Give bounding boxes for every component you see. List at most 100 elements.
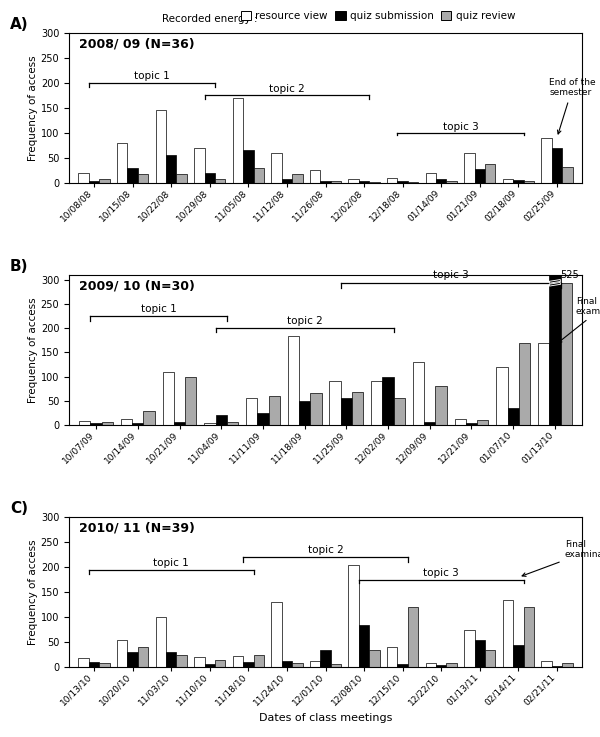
Bar bbox=[99, 178, 110, 183]
Bar bbox=[91, 423, 102, 425]
Bar bbox=[541, 661, 552, 667]
Bar bbox=[163, 371, 174, 425]
Bar bbox=[233, 98, 243, 183]
Bar bbox=[519, 343, 530, 425]
Text: 2008/ 09 (N=36): 2008/ 09 (N=36) bbox=[79, 38, 195, 51]
Bar bbox=[425, 172, 436, 183]
Bar bbox=[320, 181, 331, 183]
Bar bbox=[269, 396, 280, 425]
Bar bbox=[503, 178, 513, 183]
Bar bbox=[282, 661, 292, 667]
Bar bbox=[132, 423, 143, 425]
X-axis label: Dates of class meetings: Dates of class meetings bbox=[259, 713, 392, 723]
Bar bbox=[397, 181, 408, 183]
Bar bbox=[371, 382, 382, 425]
Text: 525: 525 bbox=[560, 270, 579, 280]
Bar bbox=[408, 181, 418, 183]
Bar bbox=[425, 663, 436, 667]
Bar bbox=[475, 169, 485, 183]
Bar bbox=[562, 663, 572, 667]
Bar bbox=[562, 167, 572, 183]
Bar bbox=[243, 662, 254, 667]
Bar bbox=[464, 629, 475, 667]
Bar bbox=[513, 180, 524, 183]
Text: topic 1: topic 1 bbox=[141, 304, 176, 314]
Bar bbox=[117, 143, 127, 183]
Bar bbox=[475, 640, 485, 667]
Text: topic 1: topic 1 bbox=[134, 71, 170, 81]
Bar bbox=[215, 660, 226, 667]
Bar bbox=[349, 178, 359, 183]
Bar bbox=[257, 413, 269, 425]
Bar bbox=[89, 662, 99, 667]
Bar bbox=[205, 423, 215, 425]
Text: topic 3: topic 3 bbox=[433, 270, 469, 280]
Bar bbox=[485, 164, 496, 183]
Bar bbox=[243, 150, 254, 183]
Bar bbox=[349, 565, 359, 667]
Bar bbox=[310, 661, 320, 667]
Text: topic 1: topic 1 bbox=[154, 558, 189, 568]
Bar bbox=[166, 652, 176, 667]
Bar bbox=[513, 645, 524, 667]
Bar bbox=[549, 172, 560, 425]
Y-axis label: Frequency of access: Frequency of access bbox=[28, 539, 38, 645]
Bar bbox=[138, 174, 148, 183]
Bar bbox=[310, 170, 320, 183]
Bar bbox=[369, 649, 380, 667]
Bar bbox=[408, 607, 418, 667]
Bar bbox=[176, 174, 187, 183]
Bar bbox=[524, 181, 534, 183]
Bar bbox=[477, 420, 488, 425]
Bar bbox=[524, 607, 534, 667]
Text: End of the
semester: End of the semester bbox=[549, 78, 596, 134]
Bar bbox=[413, 362, 424, 425]
Bar bbox=[205, 665, 215, 667]
Bar bbox=[155, 617, 166, 667]
Bar bbox=[541, 138, 552, 183]
Text: topic 2: topic 2 bbox=[269, 84, 305, 94]
Bar bbox=[436, 386, 446, 425]
Text: A): A) bbox=[10, 17, 29, 32]
Bar bbox=[397, 665, 408, 667]
Y-axis label: Frequency of access: Frequency of access bbox=[28, 297, 38, 403]
Bar bbox=[254, 168, 264, 183]
Text: topic 2: topic 2 bbox=[308, 545, 343, 555]
Bar bbox=[185, 377, 196, 425]
Bar bbox=[455, 419, 466, 425]
Bar bbox=[485, 649, 496, 667]
Bar bbox=[552, 148, 562, 183]
Text: Final
examination: Final examination bbox=[558, 296, 600, 343]
Y-axis label: Frequency of access: Frequency of access bbox=[28, 55, 38, 161]
Bar bbox=[174, 422, 185, 425]
Text: 2010/ 11 (N=39): 2010/ 11 (N=39) bbox=[79, 522, 195, 535]
Bar bbox=[436, 666, 446, 667]
Bar bbox=[369, 181, 380, 183]
Bar bbox=[359, 181, 369, 183]
Bar bbox=[215, 415, 227, 425]
Bar bbox=[387, 647, 397, 667]
Bar bbox=[341, 398, 352, 425]
Text: topic 2: topic 2 bbox=[287, 316, 323, 326]
Bar bbox=[560, 282, 572, 425]
Bar bbox=[320, 649, 331, 667]
Bar bbox=[394, 398, 405, 425]
Bar bbox=[138, 647, 148, 667]
Bar bbox=[127, 168, 138, 183]
Text: topic 3: topic 3 bbox=[443, 122, 478, 132]
Bar bbox=[282, 178, 292, 183]
Bar bbox=[102, 422, 113, 425]
Bar bbox=[194, 657, 205, 667]
Bar bbox=[508, 408, 519, 425]
Bar bbox=[176, 654, 187, 667]
Bar bbox=[271, 153, 282, 183]
Bar bbox=[310, 394, 322, 425]
Bar bbox=[155, 111, 166, 183]
Bar bbox=[233, 656, 243, 667]
Bar bbox=[271, 602, 282, 667]
Bar bbox=[538, 343, 549, 425]
Bar bbox=[446, 663, 457, 667]
Legend: resource view, quiz submission, quiz review: resource view, quiz submission, quiz rev… bbox=[237, 7, 519, 25]
Bar bbox=[552, 666, 562, 667]
Text: topic 3: topic 3 bbox=[424, 568, 459, 578]
